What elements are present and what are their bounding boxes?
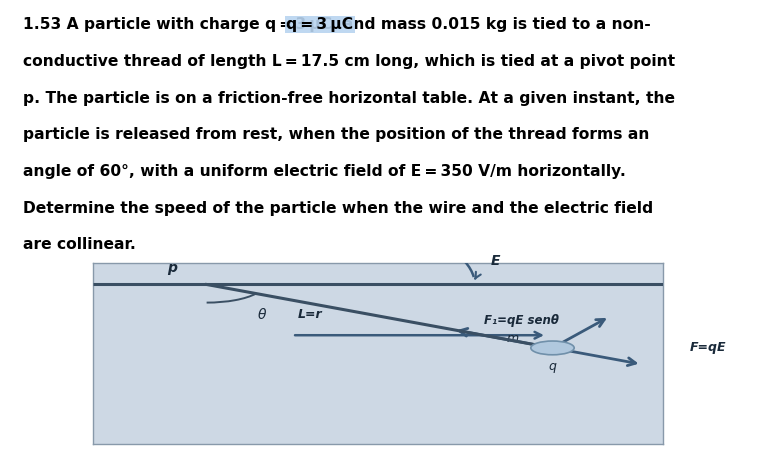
Text: 1.53 A particle with charge q = 3 μC  and mass 0.015 kg is tied to a non-: 1.53 A particle with charge q = 3 μC and… bbox=[23, 17, 651, 32]
Text: m: m bbox=[507, 333, 519, 345]
Text: θ: θ bbox=[258, 308, 267, 322]
Text: F=qE: F=qE bbox=[689, 342, 726, 354]
Text: Determine the speed of the particle when the wire and the electric field: Determine the speed of the particle when… bbox=[23, 201, 653, 216]
Circle shape bbox=[530, 341, 574, 355]
Text: are collinear.: are collinear. bbox=[23, 237, 136, 252]
Text: angle of 60°, with a uniform electric field of E = 350 V/m horizontally.: angle of 60°, with a uniform electric fi… bbox=[23, 164, 626, 179]
Text: p: p bbox=[167, 261, 177, 275]
Text: L=r: L=r bbox=[298, 308, 322, 321]
Text: conductive thread of length L = 17.5 cm long, which is tied at a pivot point: conductive thread of length L = 17.5 cm … bbox=[23, 54, 675, 69]
Text: p. The particle is on a friction-free horizontal table. At a given instant, the: p. The particle is on a friction-free ho… bbox=[23, 91, 675, 106]
Text: particle is released from rest, when the position of the thread forms an: particle is released from rest, when the… bbox=[23, 127, 649, 142]
Text: E: E bbox=[491, 254, 500, 268]
Text: F₁=qE senθ: F₁=qE senθ bbox=[484, 313, 559, 327]
Text: q = 3 μC: q = 3 μC bbox=[286, 17, 353, 32]
Text: q: q bbox=[548, 360, 557, 372]
